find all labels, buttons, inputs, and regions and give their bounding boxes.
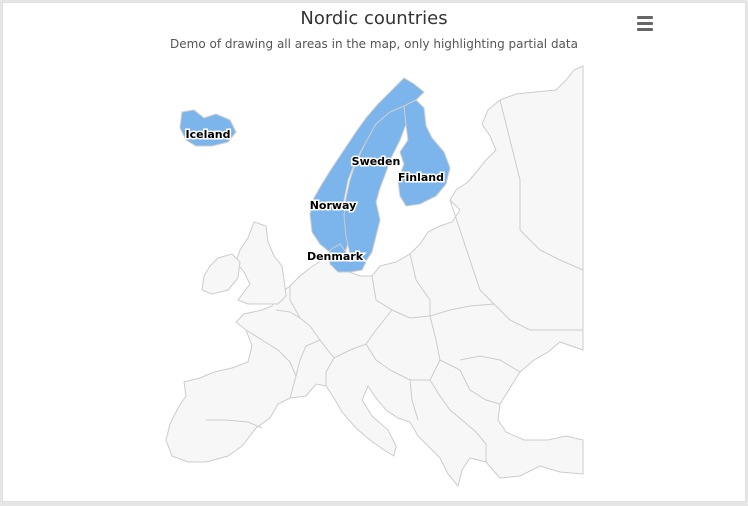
map-area-denmark[interactable] bbox=[329, 243, 367, 273]
chart-title: Nordic countries bbox=[300, 8, 448, 29]
map-area-great-britain[interactable] bbox=[235, 221, 287, 305]
label-denmark: Denmark bbox=[307, 250, 364, 263]
chart-subtitle: Demo of drawing all areas in the map, on… bbox=[170, 37, 578, 51]
label-iceland: Iceland bbox=[186, 128, 231, 141]
map-area-ireland[interactable] bbox=[201, 253, 241, 295]
map-area-sweden[interactable] bbox=[343, 105, 407, 267]
map-area-europe-mainland[interactable] bbox=[165, 65, 584, 488]
map-borders bbox=[206, 99, 584, 462]
hamburger-menu-icon[interactable] bbox=[632, 12, 658, 34]
label-sweden: Sweden bbox=[352, 155, 401, 168]
map-area-iceland[interactable] bbox=[179, 109, 237, 147]
label-norway: Norway bbox=[310, 199, 357, 212]
label-finland: Finland bbox=[398, 171, 444, 184]
map-area-finland[interactable] bbox=[397, 99, 451, 207]
